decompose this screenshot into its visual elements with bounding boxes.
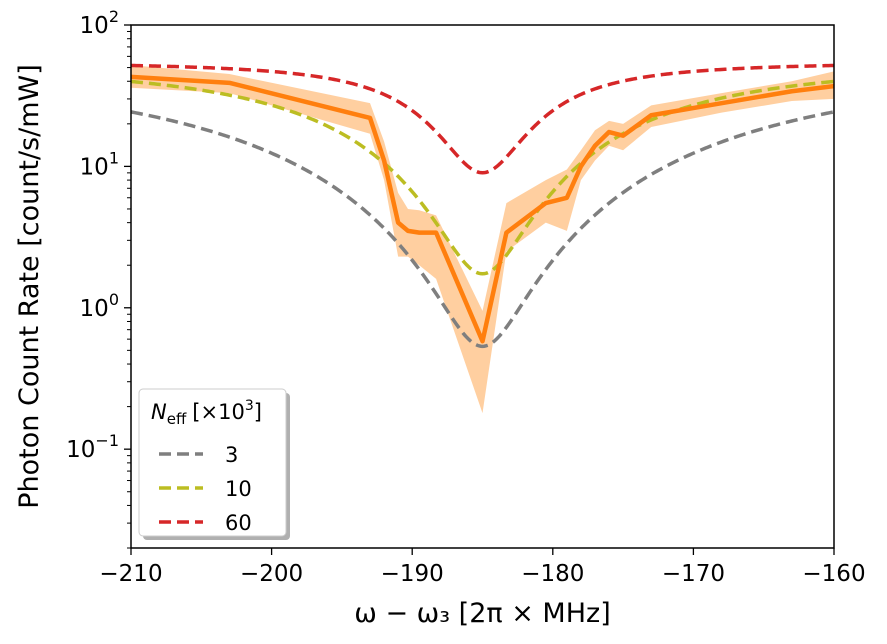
legend-label-3: 3 <box>225 443 238 467</box>
model-curve-3 <box>131 110 834 349</box>
measured-series <box>131 74 834 344</box>
y-tick-label: 10−1 <box>66 431 119 463</box>
legend-title-subscript: eff <box>167 410 187 428</box>
legend-title-unit-close: ] <box>254 400 262 424</box>
legend-box <box>138 388 287 537</box>
x-tick-label: −200 <box>240 561 303 587</box>
y-tick-label-exp: 1 <box>109 148 119 167</box>
x-tick-label: −210 <box>99 561 162 587</box>
model-curve-60 <box>131 63 834 175</box>
legend-label-60: 60 <box>225 511 252 535</box>
y-tick-label: 102 <box>80 7 119 39</box>
legend-label-10: 10 <box>225 477 252 501</box>
y-tick-label-base: 10 <box>80 154 109 180</box>
y-tick-label-base: 10 <box>66 437 95 463</box>
y-tick-label-base: 10 <box>80 13 109 39</box>
x-tick-label: −190 <box>381 561 444 587</box>
y-tick-label-base: 10 <box>80 296 109 322</box>
x-tick-label: −180 <box>521 561 584 587</box>
legend-title-unit-exp: 3 <box>245 398 254 414</box>
y-axis-label: Photon Count Rate [count/s/mW] <box>14 64 45 508</box>
measured-band <box>131 65 834 414</box>
x-tick-label: −170 <box>662 561 725 587</box>
model-curve-10 <box>131 79 834 276</box>
plot-frame <box>130 24 835 549</box>
legend-title-unit: [×10 <box>192 400 245 424</box>
x-axis-label: ω − ω₃ [2π × MHz] <box>354 598 610 629</box>
measured-confidence-band <box>131 65 834 414</box>
y-tick-label: 101 <box>80 148 119 180</box>
y-tick-label-exp: −1 <box>95 431 119 450</box>
y-tick-label: 100 <box>80 290 119 322</box>
x-tick-label: −160 <box>802 561 865 587</box>
legend-title: Neff [×103] <box>151 398 262 428</box>
legend-entries: 3 10 60 <box>159 443 252 535</box>
measured-line <box>131 74 834 344</box>
y-tick-label-exp: 0 <box>109 290 119 309</box>
x-axis-ticks: −210 −200 −190 −180 −170 −160 <box>99 548 866 587</box>
legend-title-symbol: N <box>151 400 167 424</box>
y-tick-label-exp: 2 <box>109 7 119 26</box>
model-curves <box>131 63 834 349</box>
